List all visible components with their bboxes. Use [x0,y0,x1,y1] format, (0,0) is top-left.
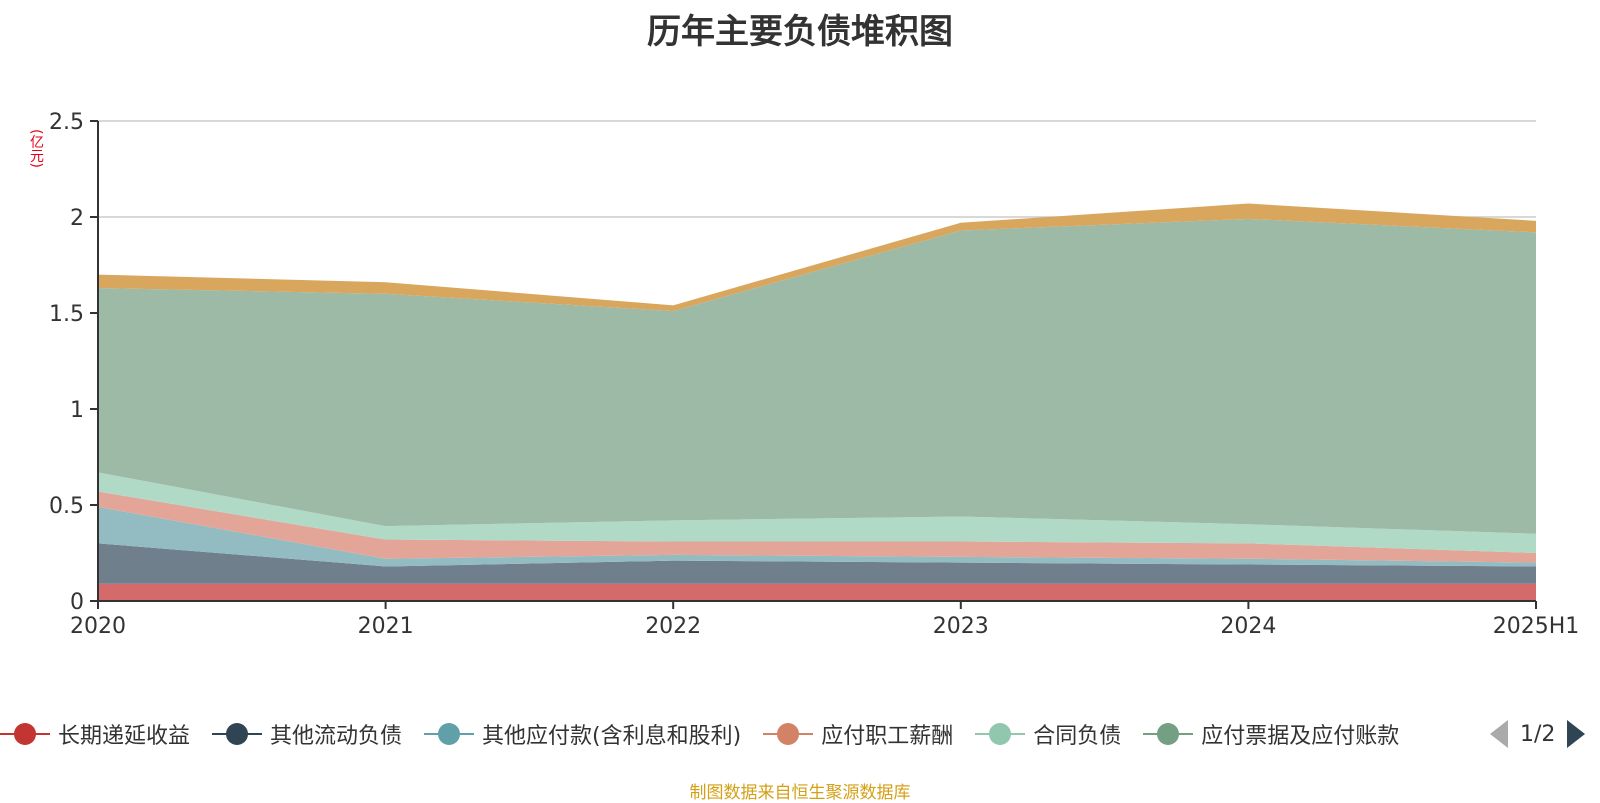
x-tick-label-5: 2025H1 [1493,614,1580,639]
x-tick-label-2: 2022 [645,614,701,639]
x-tick-label-3: 2023 [933,614,989,639]
area-series-4[interactable] [98,472,1536,553]
legend-label: 应付票据及应付账款 [1201,724,1400,749]
legend-marker-icon [0,722,50,746]
y-axis-unit-label: (亿元) [28,128,44,168]
legend-label: 长期递延收益 [58,724,191,749]
legend-item-4[interactable]: 合同负债 [975,718,1121,750]
y-tick-label-3: 1.5 [49,302,84,327]
y-tick-label-4: 2 [70,206,84,231]
chart-title: 历年主要负债堆积图 [647,12,953,52]
legend-items: 长期递延收益 其他流动负债 其他应付款(含利息和股利) 应付职工薪酬 合同负债 应付票据及… [0,718,1484,750]
legend-label: 应付职工薪酬 [821,724,954,749]
legend-pager: 1/2 [1490,720,1586,748]
legend: 长期递延收益 其他流动负债 其他应付款(含利息和股利) 应付职工薪酬 合同负债 应付票据及… [0,716,1600,752]
y-tick-labels: 0 0.5 1 1.5 2 2.5 [49,110,98,615]
x-tick-label-0: 2020 [70,614,126,639]
legend-marker-icon [763,722,814,746]
legend-label: 其他流动负债 [270,724,403,749]
legend-item-3[interactable]: 应付职工薪酬 [763,718,953,750]
legend-item-1[interactable]: 其他流动负债 [212,718,402,750]
area-series-5[interactable] [98,218,1536,534]
legend-marker-icon [975,722,1026,746]
legend-marker-icon [424,722,475,746]
legend-item-2[interactable]: 其他应付款(含利息和股利) [424,718,741,750]
legend-prev-page-icon[interactable] [1490,720,1508,748]
legend-label: 合同负债 [1033,724,1122,749]
area-series-0[interactable] [98,583,1536,601]
x-tick-label-4: 2024 [1220,614,1276,639]
area-series-6[interactable] [98,203,1536,312]
y-tick-label-0: 0 [70,590,84,615]
legend-marker-icon [1143,722,1194,746]
legend-next-page-icon[interactable] [1567,720,1586,748]
legend-page-indicator: 1/2 [1520,721,1556,747]
area-series [98,203,1536,601]
legend-marker-icon [212,722,263,746]
legend-item-0[interactable]: 长期递延收益 [0,718,190,750]
data-source-note: 制图数据来自恒生聚源数据库 [689,783,911,803]
y-tick-label-1: 0.5 [49,494,84,519]
x-tick-labels: 2020 2021 2022 2023 2024 2025H1 [70,601,1579,639]
axes [97,121,1536,602]
y-tick-label-5: 2.5 [49,110,84,135]
legend-item-5[interactable]: 应付票据及应付账款 [1143,718,1399,750]
x-tick-label-1: 2021 [358,614,414,639]
area-series-3[interactable] [98,491,1536,563]
legend-label: 其他应付款(含利息和股利) [482,724,742,749]
y-tick-label-2: 1 [70,398,84,423]
stacked-area-chart: 0 0.5 1 1.5 2 2.5 2020 2021 2022 2023 2024 2025H1 [49,110,1579,639]
area-series-1[interactable] [98,543,1536,584]
